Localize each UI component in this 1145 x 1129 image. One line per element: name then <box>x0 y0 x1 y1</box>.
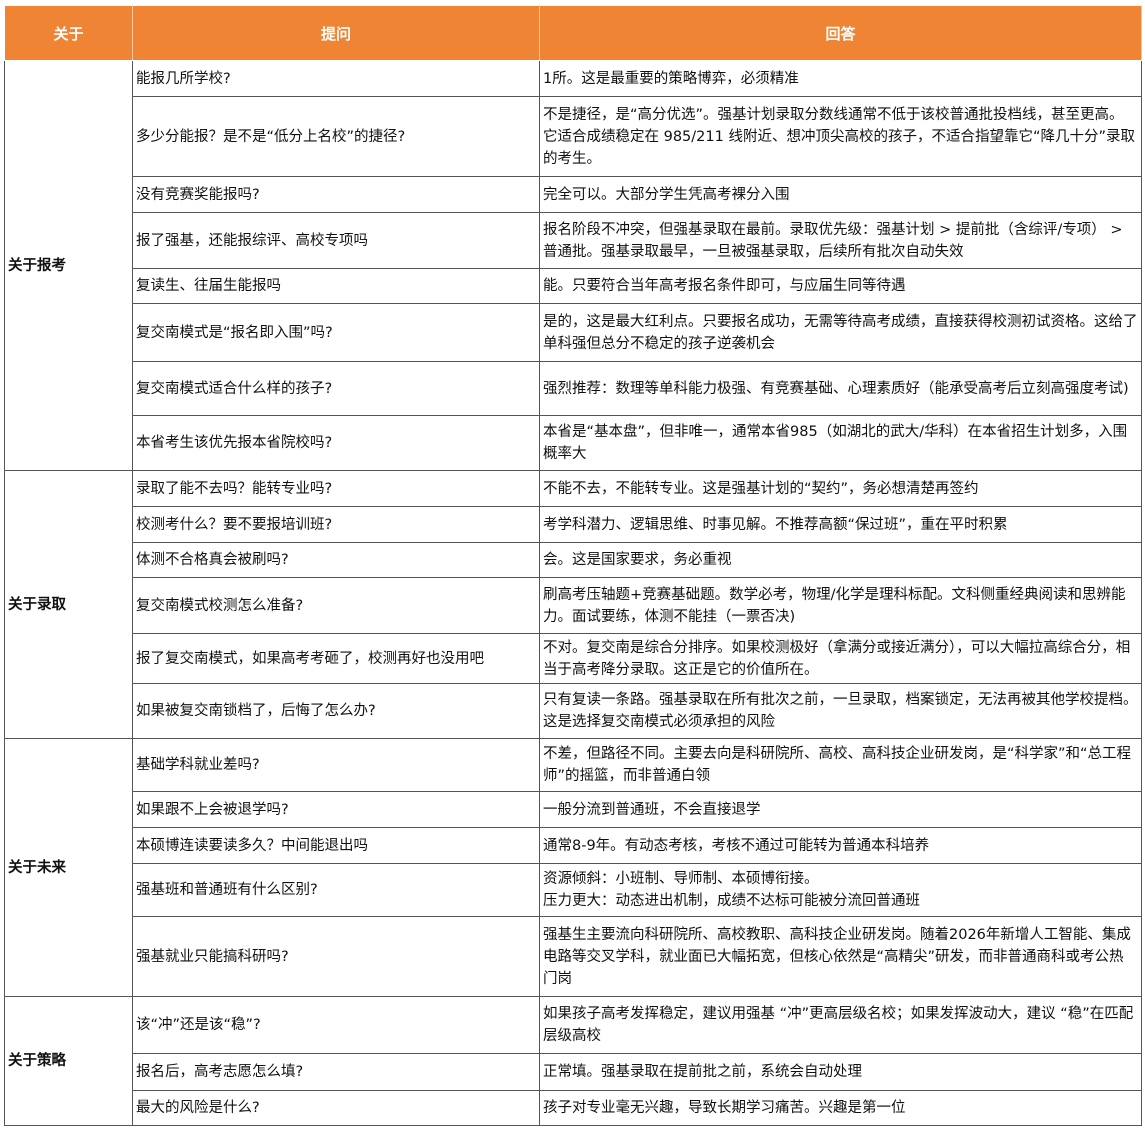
category-cell: 关于未来 <box>4 738 133 997</box>
table-row: 没有竞赛奖能报吗? 完全可以。大部分学生凭高考裸分入围 <box>5 176 1142 213</box>
question-cell: 该“冲”还是该“稳”? <box>132 996 540 1054</box>
question-cell: 校测考什么？要不要报培训班? <box>132 506 540 543</box>
answer-cell: 正常填。强基录取在提前批之前，系统会自动处理 <box>539 1053 1142 1091</box>
faq-table: 关于 提问 回答 关于报考 能报几所学校? 1所。这是最重要的策略博弈，必须精准 多少… <box>4 5 1142 1126</box>
answer-cell: 报名阶段不冲突，但强基录取在最前。录取优先级：强基计划 > 提前批（含综评/专项… <box>539 212 1142 269</box>
category-cell: 关于录取 <box>4 470 133 739</box>
table-row: 强基班和普通班有什么区别? 资源倾斜：小班制、导师制、本硕博衔接。 压力更大：动态… <box>5 863 1142 917</box>
answer-cell: 一般分流到普通班，不会直接退学 <box>539 791 1142 828</box>
answer-cell: 考学科潜力、逻辑思维、时事见解。不推荐高额“保过班”，重在平时积累 <box>539 506 1142 543</box>
answer-cell: 不能不去，不能转专业。这是强基计划的“契约”，务必想清楚再签约 <box>539 470 1142 507</box>
answer-cell: 会。这是国家要求，务必重视 <box>539 542 1142 578</box>
table-row: 复读生、往届生能报吗 能。只要符合当年高考报名条件即可，与应届生同等待遇 <box>5 268 1142 304</box>
table-row: 本硕博连读要读多久？中间能退出吗 通常8-9年。有动态考核，考核不通过可能转为普通… <box>5 827 1142 864</box>
table-row: 本省考生该优先报本省院校吗? 本省是“基本盘”，但非唯一，通常本省985（如湖北的… <box>5 415 1142 471</box>
answer-cell: 孩子对专业毫无兴趣，导致长期学习痛苦。兴趣是第一位 <box>539 1090 1142 1126</box>
answer-cell: 能。只要符合当年高考报名条件即可，与应届生同等待遇 <box>539 268 1142 304</box>
question-cell: 多少分能报？是不是“低分上名校”的捷径? <box>132 96 540 177</box>
question-cell: 体测不合格真会被刷吗? <box>132 542 540 578</box>
question-cell: 报了强基，还能报综评、高校专项吗 <box>132 212 540 269</box>
question-cell: 强基就业只能搞科研吗? <box>132 916 540 997</box>
category-cell: 关于策略 <box>4 996 133 1126</box>
question-cell: 基础学科就业差吗? <box>132 738 540 792</box>
header-answer: 回答 <box>539 5 1142 61</box>
answer-cell: 不差，但路径不同。主要去向是科研院所、高校、高科技企业研发岗，是“科学家”和“总… <box>539 738 1142 792</box>
question-cell: 本硕博连读要读多久？中间能退出吗 <box>132 827 540 864</box>
table-row: 报名后，高考志愿怎么填? 正常填。强基录取在提前批之前，系统会自动处理 <box>5 1053 1142 1091</box>
answer-cell: 不是捷径，是“高分优选”。强基计划录取分数线通常不低于该校普通批投档线，甚至更高… <box>539 96 1142 177</box>
answer-cell: 如果孩子高考发挥稳定，建议用强基 “冲”更高层级名校；如果发挥波动大，建议 “稳… <box>539 996 1142 1054</box>
answer-cell: 1所。这是最重要的策略博弈，必须精准 <box>539 60 1142 97</box>
table-row: 校测考什么？要不要报培训班? 考学科潜力、逻辑思维、时事见解。不推荐高额“保过班”… <box>5 506 1142 543</box>
table-row: 关于报考 能报几所学校? 1所。这是最重要的策略博弈，必须精准 <box>4 60 1142 471</box>
question-cell: 复交南模式是“报名即入围”吗? <box>132 303 540 362</box>
question-cell: 报了复交南模式，如果高考考砸了，校测再好也没用吧 <box>132 633 540 684</box>
question-cell: 本省考生该优先报本省院校吗? <box>132 415 540 471</box>
question-cell: 最大的风险是什么? <box>132 1090 540 1126</box>
question-cell: 录取了能不去吗？能转专业吗? <box>132 470 540 507</box>
question-cell: 强基班和普通班有什么区别? <box>132 863 540 917</box>
answer-cell: 强烈推荐：数理等单科能力极强、有竞赛基础、心理素质好（能承受高考后立刻高强度考试… <box>539 361 1142 416</box>
table-row: 复交南模式校测怎么准备? 刷高考压轴题+竞赛基础题。数学必考，物理/化学是理科标配… <box>5 577 1142 634</box>
question-cell: 复交南模式校测怎么准备? <box>132 577 540 634</box>
table-body: 关于报考 能报几所学校? 1所。这是最重要的策略博弈，必须精准 多少分能报？是不是“低… <box>4 60 1142 1126</box>
header-category: 关于 <box>4 5 133 61</box>
table-row: 如果跟不上会被退学吗? 一般分流到普通班，不会直接退学 <box>5 791 1142 828</box>
table-row: 报了复交南模式，如果高考考砸了，校测再好也没用吧 不对。复交南是综合分排序。如果校… <box>5 633 1142 684</box>
table-row: 复交南模式适合什么样的孩子? 强烈推荐：数理等单科能力极强、有竞赛基础、心理素质好… <box>5 361 1142 416</box>
table-row: 最大的风险是什么? 孩子对专业毫无兴趣，导致长期学习痛苦。兴趣是第一位 <box>5 1090 1142 1126</box>
question-cell: 能报几所学校? <box>132 60 540 97</box>
answer-cell: 是的，这是最大红利点。只要报名成功，无需等待高考成绩，直接获得校测初试资格。这给… <box>539 303 1142 362</box>
table-row: 复交南模式是“报名即入围”吗? 是的，这是最大红利点。只要报名成功，无需等待高考成… <box>5 303 1142 362</box>
category-cell: 关于报考 <box>4 60 133 471</box>
question-cell: 没有竞赛奖能报吗? <box>132 176 540 213</box>
table-row: 体测不合格真会被刷吗? 会。这是国家要求，务必重视 <box>5 542 1142 578</box>
table-row: 多少分能报？是不是“低分上名校”的捷径? 不是捷径，是“高分优选”。强基计划录取分… <box>5 96 1142 177</box>
question-cell: 如果被复交南锁档了，后悔了怎么办? <box>132 683 540 739</box>
table-row: 强基就业只能搞科研吗? 强基生主要流向科研院所、高校教职、高科技企业研发岗。随着2… <box>5 916 1142 997</box>
table-row: 关于策略 该“冲”还是该“稳”? 如果孩子高考发挥稳定，建议用强基 “冲”更高层级名… <box>4 996 1142 1126</box>
answer-cell: 完全可以。大部分学生凭高考裸分入围 <box>539 176 1142 213</box>
question-cell: 如果跟不上会被退学吗? <box>132 791 540 828</box>
table-row: 如果被复交南锁档了，后悔了怎么办? 只有复读一条路。强基录取在所有批次之前，一旦录… <box>5 683 1142 739</box>
answer-cell: 不对。复交南是综合分排序。如果校测极好（拿满分或接近满分），可以大幅拉高综合分，… <box>539 633 1142 684</box>
header-row: 关于 提问 回答 <box>4 5 1142 61</box>
table-row: 报了强基，还能报综评、高校专项吗 报名阶段不冲突，但强基录取在最前。录取优先级：强… <box>5 212 1142 269</box>
table-row: 关于未来 基础学科就业差吗? 不差，但路径不同。主要去向是科研院所、高校、高科技企业… <box>4 738 1142 997</box>
answer-cell: 只有复读一条路。强基录取在所有批次之前，一旦录取，档案锁定，无法再被其他学校提档… <box>539 683 1142 739</box>
answer-cell: 强基生主要流向科研院所、高校教职、高科技企业研发岗。随着2026年新增人工智能、… <box>539 916 1142 997</box>
table-row: 关于录取 录取了能不去吗？能转专业吗? 不能不去，不能转专业。这是强基计划的“契约”… <box>4 470 1142 739</box>
question-cell: 复读生、往届生能报吗 <box>132 268 540 304</box>
header-question: 提问 <box>132 5 540 61</box>
answer-cell: 资源倾斜：小班制、导师制、本硕博衔接。 压力更大：动态进出机制，成绩不达标可能被… <box>539 863 1142 917</box>
answer-cell: 通常8-9年。有动态考核，考核不通过可能转为普通本科培养 <box>539 827 1142 864</box>
answer-cell: 本省是“基本盘”，但非唯一，通常本省985（如湖北的武大/华科）在本省招生计划多… <box>539 415 1142 471</box>
question-cell: 复交南模式适合什么样的孩子? <box>132 361 540 416</box>
question-cell: 报名后，高考志愿怎么填? <box>132 1053 540 1091</box>
answer-cell: 刷高考压轴题+竞赛基础题。数学必考，物理/化学是理科标配。文科侧重经典阅读和思辨… <box>539 577 1142 634</box>
